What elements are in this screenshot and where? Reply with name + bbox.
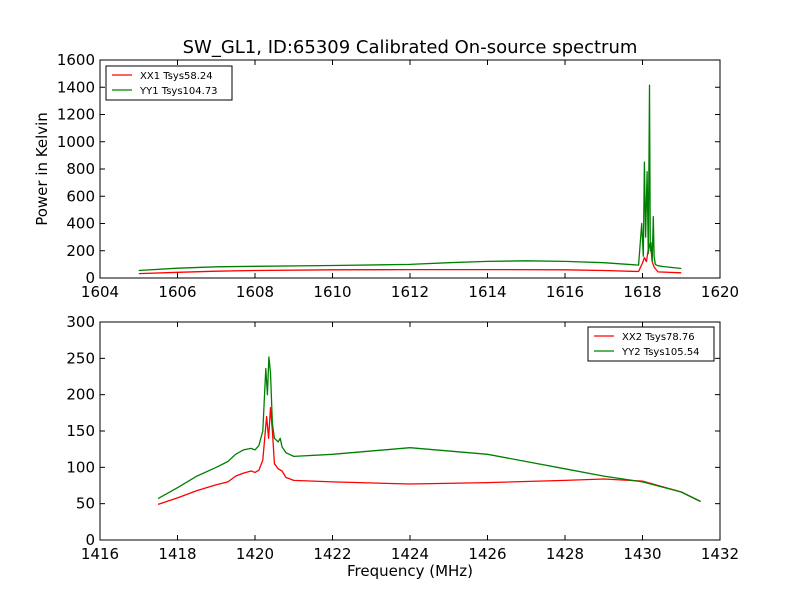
y-tick-label: 1000 xyxy=(57,133,95,151)
y-tick-label: 300 xyxy=(66,313,95,331)
series-line-bottom-1 xyxy=(157,407,701,506)
chart-title: SW_GL1, ID:65309 Calibrated On-source sp… xyxy=(183,37,638,58)
legend-box xyxy=(587,326,715,362)
x-tick-label: 1608 xyxy=(236,283,274,301)
legend-label: YY1 Tsys104.73 xyxy=(139,86,218,97)
legend-label: XX2 Tsys78.76 xyxy=(622,332,695,343)
x-axis-label: Frequency (MHz) xyxy=(347,562,473,580)
legend-label: YY2 Tsys105.54 xyxy=(621,347,700,358)
y-tick-label: 800 xyxy=(66,160,95,178)
legend-label: XX1 Tsys58.24 xyxy=(140,71,213,82)
y-tick-label: 50 xyxy=(76,495,95,513)
top-panel: 1604 1606 1608 1610 1612 1614 1616 1618 1620 0 200… xyxy=(33,51,739,301)
y-tick-label: 0 xyxy=(85,269,95,287)
y-tick-label: 400 xyxy=(66,215,95,233)
y-tick-label: 150 xyxy=(66,422,95,440)
y-axis-label: Power in Kelvin xyxy=(33,112,51,226)
x-tick-label: 1604 xyxy=(81,283,119,301)
x-tick-label: 1416 xyxy=(81,545,119,563)
x-tick-label: 1606 xyxy=(158,283,196,301)
x-tick-label: 1428 xyxy=(546,545,584,563)
series-line-top-2 xyxy=(138,84,682,272)
x-tick-label: 1426 xyxy=(468,545,506,563)
x-tick-label: 1614 xyxy=(468,283,506,301)
bottom-panel: 1416 1418 1420 1422 1424 1426 1428 1430 1432 0 50 1… xyxy=(66,313,739,580)
y-tick-label: 0 xyxy=(85,531,95,549)
x-tick-label: 1610 xyxy=(313,283,351,301)
y-tick-label: 600 xyxy=(66,187,95,205)
legend-box xyxy=(105,65,233,101)
x-tick-label: 1422 xyxy=(313,545,351,563)
x-tick-label: 1620 xyxy=(701,283,739,301)
x-tick-label: 1430 xyxy=(623,545,661,563)
legend: XX2 Tsys78.76 YY2 Tsys105.54 xyxy=(587,326,715,362)
x-tick-label: 1420 xyxy=(236,545,274,563)
y-tick-label: 1400 xyxy=(57,78,95,96)
legend: XX1 Tsys58.24 YY1 Tsys104.73 xyxy=(105,65,233,101)
x-tick-label: 1616 xyxy=(546,283,584,301)
y-tick-label: 1600 xyxy=(57,51,95,69)
x-tick-label: 1418 xyxy=(158,545,196,563)
x-tick-label: 1618 xyxy=(623,283,661,301)
x-tick-label: 1424 xyxy=(391,545,429,563)
x-tick-label: 1432 xyxy=(701,545,739,563)
y-tick-label: 1200 xyxy=(57,106,95,124)
y-tick-label: 200 xyxy=(66,242,95,260)
y-tick-label: 100 xyxy=(66,458,95,476)
y-tick-label: 200 xyxy=(66,386,95,404)
y-tick-label: 250 xyxy=(66,349,95,367)
series-line-bottom-2 xyxy=(157,356,701,503)
x-tick-label: 1612 xyxy=(391,283,429,301)
